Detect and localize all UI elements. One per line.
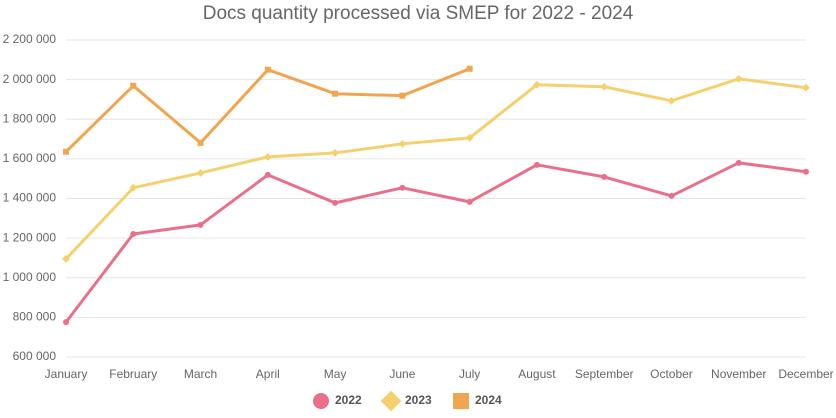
data-point bbox=[264, 66, 271, 73]
data-point bbox=[264, 171, 271, 178]
data-point bbox=[332, 199, 339, 206]
series-line bbox=[64, 67, 471, 153]
data-point bbox=[62, 255, 70, 263]
data-point bbox=[196, 169, 205, 177]
data-point bbox=[668, 192, 675, 199]
y-tick-label: 600 000 bbox=[13, 349, 57, 363]
data-point bbox=[399, 184, 406, 191]
series-line bbox=[64, 161, 807, 324]
series-line bbox=[64, 77, 807, 260]
x-tick-label: July bbox=[459, 367, 480, 381]
chart-title: Docs quantity processed via SMEP for 202… bbox=[203, 3, 634, 24]
data-point bbox=[533, 161, 540, 168]
data-point bbox=[667, 96, 676, 105]
x-tick-label: December bbox=[778, 367, 833, 381]
x-tick-label: November bbox=[711, 367, 766, 381]
data-point bbox=[466, 198, 473, 205]
x-tick-label: May bbox=[324, 367, 347, 381]
x-tick-label: March bbox=[184, 367, 217, 381]
data-point bbox=[197, 139, 204, 146]
data-point bbox=[734, 74, 743, 83]
legend-label: 2024 bbox=[475, 393, 502, 407]
y-tick-label: 2 200 000 bbox=[3, 32, 57, 46]
y-tick-label: 1 400 000 bbox=[3, 191, 57, 205]
data-point bbox=[129, 183, 138, 192]
legend-label: 2023 bbox=[405, 393, 432, 407]
x-tick-label: August bbox=[518, 367, 556, 381]
y-tick-label: 800 000 bbox=[13, 310, 57, 324]
data-point bbox=[197, 221, 204, 228]
x-tick-label: February bbox=[109, 367, 157, 381]
data-point bbox=[803, 168, 809, 175]
legend-marker bbox=[453, 393, 469, 409]
y-tick-label: 1 800 000 bbox=[3, 111, 57, 125]
y-tick-label: 1 600 000 bbox=[3, 151, 57, 165]
x-tick-label: October bbox=[650, 367, 693, 381]
legend-marker bbox=[380, 390, 402, 412]
x-tick-label: June bbox=[389, 367, 415, 381]
legend-label: 2022 bbox=[335, 393, 362, 407]
data-point bbox=[130, 82, 137, 89]
data-point bbox=[63, 148, 69, 155]
legend-marker bbox=[313, 393, 329, 409]
data-point bbox=[465, 133, 474, 142]
data-point bbox=[398, 139, 407, 148]
y-tick-label: 1 000 000 bbox=[3, 270, 57, 284]
data-point bbox=[802, 83, 810, 92]
data-point bbox=[466, 65, 473, 72]
data-point bbox=[601, 173, 608, 180]
data-point bbox=[399, 92, 406, 99]
data-point bbox=[735, 159, 742, 166]
data-point bbox=[331, 149, 339, 157]
data-point bbox=[63, 319, 69, 326]
y-tick-label: 2 000 000 bbox=[3, 72, 57, 86]
data-point bbox=[600, 82, 609, 91]
x-tick-label: September bbox=[575, 367, 634, 381]
x-tick-label: April bbox=[256, 367, 280, 381]
data-point bbox=[332, 90, 339, 97]
x-tick-label: January bbox=[45, 367, 88, 381]
data-point bbox=[533, 80, 541, 89]
data-point bbox=[263, 152, 272, 161]
y-tick-label: 1 200 000 bbox=[3, 230, 57, 244]
data-point bbox=[130, 230, 137, 237]
